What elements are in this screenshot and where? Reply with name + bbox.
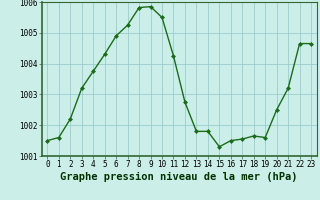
- X-axis label: Graphe pression niveau de la mer (hPa): Graphe pression niveau de la mer (hPa): [60, 172, 298, 182]
